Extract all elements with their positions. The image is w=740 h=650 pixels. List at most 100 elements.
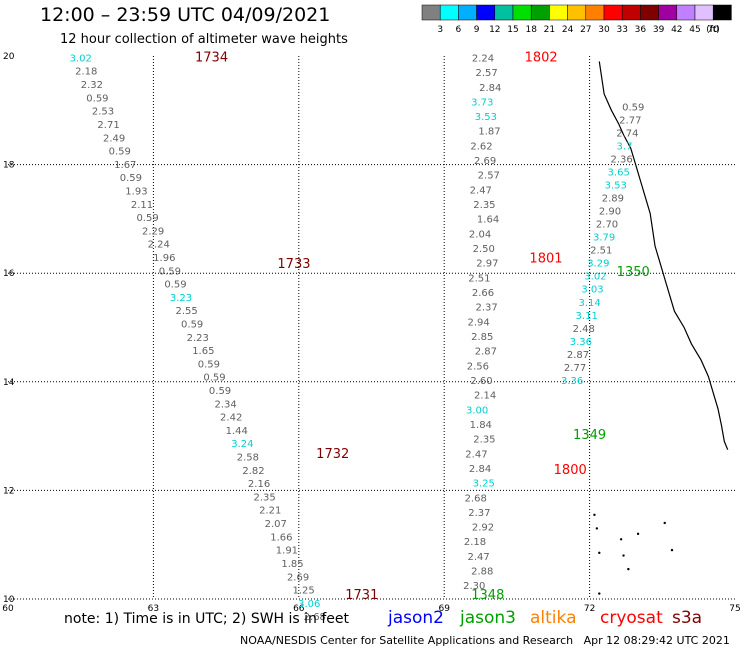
- swh-value: 2.16: [248, 479, 270, 490]
- swh-value: 2.57: [475, 68, 497, 79]
- footer-note: note: 1) Time is in UTC; 2) SWH is in fe…: [64, 611, 350, 627]
- swh-value: 2.85: [471, 332, 493, 343]
- swh-value: 3.11: [576, 311, 598, 322]
- swh-value: 2.47: [470, 185, 492, 196]
- swh-value: 1.65: [192, 346, 214, 357]
- swh-value: 1.67: [114, 160, 136, 171]
- swh-value: 3.53: [605, 180, 627, 191]
- swh-value: 2.04: [469, 229, 491, 240]
- swh-value: 2.71: [97, 120, 119, 131]
- x-tick-label: 75: [729, 604, 740, 614]
- swh-value: 2.68: [465, 493, 487, 504]
- colorbar-label: 36: [635, 25, 647, 35]
- y-tick-label: 20: [3, 52, 15, 62]
- swh-value: 3.79: [593, 233, 615, 244]
- island-dot: [636, 532, 640, 536]
- swh-value: 1.85: [281, 559, 303, 570]
- swh-value: 2.11: [131, 200, 153, 211]
- swh-value: 2.35: [253, 492, 275, 503]
- swh-value: 2.87: [567, 350, 589, 361]
- swh-value: 2.89: [602, 194, 624, 205]
- swh-value: 0.59: [203, 373, 225, 384]
- pass-time-label: 1350: [617, 265, 650, 280]
- swh-value: 2.66: [472, 288, 494, 299]
- pass-time-label: 1731: [345, 588, 378, 603]
- map-title: 12:00 – 23:59 UTC 04/09/2021: [40, 4, 331, 26]
- colorbar-label: 27: [580, 25, 591, 35]
- legend-s3a: s3a: [672, 608, 703, 628]
- legend-altika: altika: [530, 608, 577, 628]
- x-tick-label: 63: [148, 604, 159, 614]
- swh-value: 2.94: [467, 317, 489, 328]
- colorbar-label: 3: [437, 25, 443, 35]
- island-dot: [598, 551, 601, 555]
- swh-value: 2.18: [75, 67, 97, 78]
- swh-value: 3.14: [578, 298, 600, 309]
- y-tick-label: 16: [3, 269, 15, 279]
- swh-value: 3.7: [617, 141, 633, 152]
- legend-jason2: jason2: [388, 608, 444, 628]
- swh-value: 2.07: [265, 519, 287, 530]
- pass-time-label: 1802: [525, 50, 558, 65]
- pass-time-label: 1733: [277, 257, 310, 272]
- swh-value: 2.30: [463, 581, 485, 592]
- island-dot: [595, 527, 599, 530]
- x-tick-label: 60: [2, 604, 14, 614]
- swh-value: 3.06: [298, 599, 320, 610]
- colorbar-label: 33: [616, 25, 627, 35]
- footer-credit: NOAA/NESDIS Center for Satellite Applica…: [240, 634, 730, 647]
- coastline: [598, 61, 729, 450]
- x-tick-label: 66: [293, 604, 305, 614]
- swh-value: 2.57: [478, 171, 500, 182]
- swh-value: 3.03: [581, 285, 603, 296]
- island-dot: [622, 554, 625, 557]
- swh-value: 2.24: [472, 53, 494, 64]
- colorbar-label: 24: [562, 25, 574, 35]
- swh-value: 2.77: [619, 115, 641, 126]
- island-dot: [593, 513, 596, 517]
- swh-value: 2.14: [474, 391, 496, 402]
- swh-value: 2.84: [469, 464, 491, 475]
- y-tick-label: 12: [3, 486, 14, 496]
- swh-value: 1.96: [153, 253, 175, 264]
- colorbar-label: 21: [544, 25, 555, 35]
- swh-value: 0.59: [120, 173, 142, 184]
- swh-value: 2.35: [473, 435, 495, 446]
- swh-value: 2.49: [103, 133, 125, 144]
- swh-value: 3.53: [475, 112, 497, 123]
- swh-value: 2.51: [590, 246, 612, 257]
- swh-value: 1.87: [478, 127, 500, 138]
- swh-value: 2.92: [472, 523, 494, 534]
- swh-value: 2.97: [476, 259, 498, 270]
- swh-value: 2.74: [616, 128, 638, 139]
- swh-value: 3.65: [608, 167, 630, 178]
- pass-time-label: 1800: [554, 463, 587, 478]
- swh-value: 0.59: [136, 213, 158, 224]
- swh-value: 1.64: [477, 215, 499, 226]
- colorbar-label: 39: [653, 25, 665, 35]
- swh-value: 1.44: [226, 426, 248, 437]
- colorbar: 3 6 9 12 15 18 21 24 27 30 33 36 39 42 45 70(ft): [421, 4, 732, 35]
- swh-value: 2.69: [474, 156, 496, 167]
- swh-value: 2.42: [220, 413, 242, 424]
- pass-time-label: 1801: [529, 251, 562, 266]
- swh-value: 0.59: [164, 280, 186, 291]
- swh-value: 2.77: [564, 363, 586, 374]
- swh-value: 0.59: [209, 386, 231, 397]
- swh-value: 0.59: [109, 147, 131, 158]
- swh-value: 2.47: [467, 552, 489, 563]
- colorbar-label: 45: [689, 25, 700, 35]
- y-tick-label: 14: [3, 378, 15, 388]
- map-subtitle: 12 hour collection of altimeter wave hei…: [60, 32, 348, 47]
- colorbar-label: 6: [456, 25, 462, 35]
- swh-value: 3.02: [584, 272, 606, 283]
- swh-value: 0.59: [159, 266, 181, 277]
- y-tick-label: 18: [3, 161, 15, 171]
- swh-value: 2.60: [470, 376, 492, 387]
- legend-jason3: jason3: [460, 608, 516, 628]
- swh-value: 3.29: [587, 259, 609, 270]
- colorbar-label: 9: [474, 25, 480, 35]
- pass-time-label: 1734: [195, 50, 228, 65]
- swh-value: 2.90: [599, 207, 621, 218]
- swh-value: 2.84: [479, 83, 501, 94]
